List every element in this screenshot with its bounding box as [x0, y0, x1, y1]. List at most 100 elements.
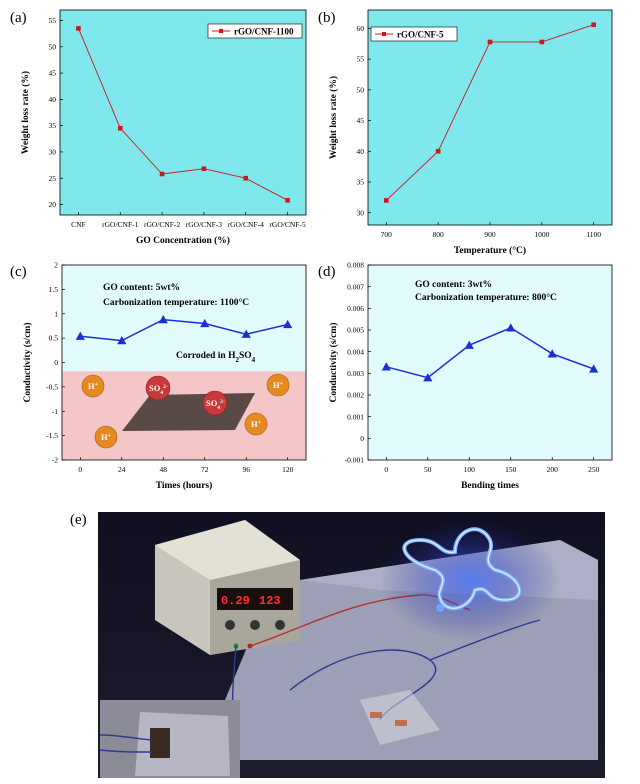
chart-b-x-tick-label: 800 — [433, 230, 445, 239]
neon-core — [403, 528, 520, 609]
hydrogen-ion — [244, 412, 268, 436]
chart-d-x-tick-label: 150 — [505, 465, 517, 474]
power-supply-top — [155, 520, 300, 580]
chart-b-x-tick-label: 900 — [484, 230, 496, 239]
chart-c-y-tick-label: -0.5 — [46, 382, 58, 391]
knob-middle — [250, 620, 260, 630]
chart-d-y-tick-label: 0.007 — [347, 282, 364, 291]
chart-c-y-tick-label: -1 — [52, 407, 58, 416]
chart-d-y-tick-label: 0.004 — [347, 347, 364, 356]
chart-b-y-tick-label: 35 — [357, 178, 365, 187]
chart-c-y-tick-label: 1 — [54, 309, 58, 318]
ion-subscript: 4 — [217, 405, 220, 411]
chart-c-x-tick-label: 72 — [201, 465, 209, 474]
power-supply-display — [217, 588, 293, 610]
hydrogen-ion — [266, 373, 290, 397]
chart-b-point — [435, 148, 441, 154]
ion-symbol: H — [101, 432, 108, 442]
chart-b-plot-area — [368, 10, 612, 225]
chart-c-frame — [61, 264, 307, 461]
chart-c-x-tick-label: 24 — [118, 465, 126, 474]
knob-right — [275, 620, 285, 630]
chart-c-series-line — [80, 318, 288, 342]
chart-b-x-tick-label: 1000 — [534, 230, 549, 239]
chart-b-x-tick-label: 700 — [381, 230, 393, 239]
chart-a-x-tick-label: rGO/CNF-4 — [228, 220, 265, 229]
ion-charge: + — [258, 420, 262, 426]
chart-a-point — [159, 171, 165, 177]
chart-b-legend: rGO/CNF-5 — [370, 26, 458, 42]
chart-c-y-tick-label: 0.5 — [49, 334, 59, 343]
chart-d-y-tick-label: 0.001 — [347, 412, 364, 421]
chart-d-x-tick-label: 100 — [464, 465, 476, 474]
chart-b-legend-label: rGO/CNF-5 — [397, 30, 444, 40]
sulfate-ion — [145, 375, 171, 401]
chart-c-x-tick-label: 48 — [160, 465, 168, 474]
chart-c-y-axis-title: Conductivity (s/cm) — [22, 323, 33, 403]
chart-d-x-tick-label: 0 — [384, 465, 388, 474]
hydrogen-ion — [94, 425, 118, 449]
sample-electrode-right-2 — [395, 720, 407, 726]
chart-c-point — [158, 315, 168, 324]
chart-b-y-tick-label: 50 — [357, 85, 365, 94]
hydrogen-ion-label: H+ — [251, 419, 262, 429]
panel-label-d: (d) — [318, 264, 336, 280]
chart-c-point — [200, 318, 210, 328]
chart-d-y-tick-label: 0.003 — [347, 369, 364, 378]
chart-b-point — [384, 198, 389, 203]
ion-symbol: H — [273, 380, 280, 390]
chart-d-point — [506, 323, 516, 332]
chart-a-y-tick-label: 30 — [49, 148, 57, 157]
hydrogen-ion — [81, 374, 105, 398]
ion-subscript: 4 — [160, 390, 163, 396]
panel-label-e: (e) — [70, 512, 87, 528]
chart-a-legend-label: rGO/CNF-1100 — [234, 27, 294, 37]
sulfate-ion — [202, 390, 228, 416]
chart-a-y-tick-label: 35 — [49, 121, 57, 130]
ion-symbol: SO — [206, 398, 218, 408]
chart-b-y-tick-label: 55 — [357, 55, 365, 64]
chart-d-x-axis-title: Bending times — [461, 481, 519, 491]
chart-d-point — [381, 362, 391, 371]
panel-label-b: (b) — [318, 10, 336, 26]
ion-charge: + — [95, 382, 99, 388]
chart-d-x-tick-label: 200 — [547, 465, 559, 474]
chart-a-y-axis-title: Weight loss rate (%) — [20, 71, 31, 154]
sulfate-ion-label: SO42- — [206, 398, 225, 411]
chart-b-x-tick-label: 1100 — [586, 230, 601, 239]
chart-b-point — [539, 39, 545, 45]
chart-a-frame — [59, 9, 307, 216]
ion-symbol: H — [251, 419, 258, 429]
panel-label-c: (c) — [10, 264, 27, 280]
chart-b-x-axis-title: Temperature (°C) — [454, 245, 526, 256]
chart-a-x-tick-label: rGO/CNF-1 — [102, 220, 139, 229]
chart-a-x-axis-title: GO Concentration (%) — [136, 235, 230, 246]
chart-a-legend: rGO/CNF-1100 — [207, 23, 303, 39]
chart-d-y-tick-label: 0.005 — [347, 326, 364, 335]
knob-left — [225, 620, 235, 630]
chart-b-point — [591, 22, 596, 28]
panel-label-a: (a) — [10, 10, 27, 26]
hydrogen-ion-label: H+ — [101, 432, 112, 442]
chart-a: 20 25 30 35 40 45 50 55 CNF rGO/CNF-1 rGO/CNF-2 rGO… — [20, 9, 307, 246]
ion-symbol: H — [88, 381, 95, 391]
chart-b-frame — [367, 9, 613, 226]
display-voltage: 0.29 — [221, 594, 250, 608]
chart-d: -0.001 0 0.001 0.002 0.003 0.004 0.005 0.006 0.0… — [328, 261, 613, 491]
chart-c-x-axis-title: Times (hours) — [156, 480, 213, 491]
chart-d-point — [589, 364, 599, 373]
chart-a-plot-area — [60, 10, 306, 215]
chart-c-point — [117, 335, 127, 345]
chart-a-point — [201, 166, 207, 172]
chart-d-annotation-go: GO content: 3wt% — [415, 280, 492, 290]
chart-b-y-axis-title: Weight loss rate (%) — [328, 76, 339, 159]
hydrogen-ion-label: H+ — [273, 380, 284, 390]
chart-c-annotation-go: GO content: 5wt% — [103, 283, 180, 293]
chart-a-point — [243, 175, 249, 181]
chart-a-y-tick-label: 20 — [49, 200, 57, 209]
chart-d-y-tick-label: 0.002 — [347, 391, 364, 400]
chart-a-point — [76, 26, 81, 31]
photo-demo: 0.29 123 — [98, 512, 605, 778]
ion-charge: + — [108, 433, 112, 439]
